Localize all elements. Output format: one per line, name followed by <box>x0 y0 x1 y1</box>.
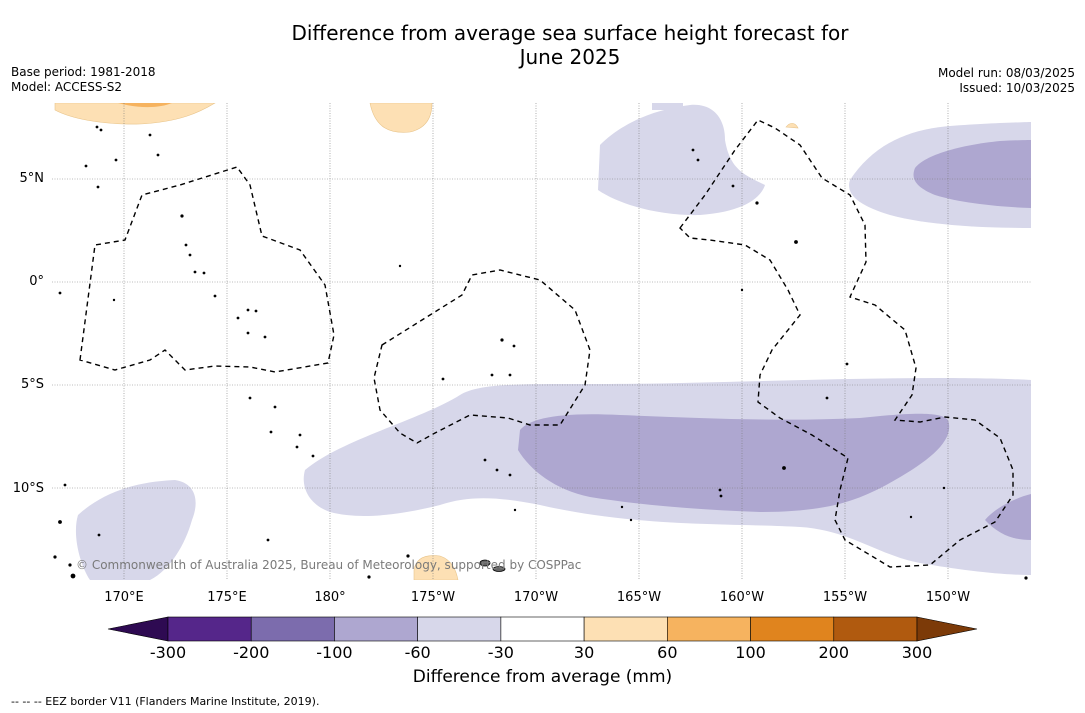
colorbar-tick-label: 60 <box>657 643 678 662</box>
colorbar-segment <box>500 616 585 642</box>
eez-borders <box>79 119 1014 568</box>
colorbar-segment <box>833 616 918 642</box>
eez-border-line-islands <box>679 119 1014 568</box>
colorbar-tick-label: -60 <box>404 643 431 662</box>
lat-label: 0° <box>29 274 44 289</box>
eez-legend: -- -- -- EEZ border V11 (Flanders Marine… <box>11 695 320 708</box>
anomaly-region-light-sw <box>75 480 196 580</box>
colorbar-tick-label: -200 <box>233 643 270 662</box>
colorbar-segment <box>750 616 835 642</box>
colorbar-segment <box>334 616 418 642</box>
colorbar-segment <box>417 616 502 642</box>
meta-left: Base period: 1981-2018 Model: ACCESS-S2 <box>11 65 156 95</box>
gridlines <box>52 103 1031 580</box>
copyright-notice: © Commonwealth of Australia 2025, Bureau… <box>76 558 582 572</box>
anomaly-region-light-top <box>652 103 683 110</box>
colorbar-segment <box>250 616 335 642</box>
base-period: Base period: 1981-2018 <box>11 65 156 79</box>
anomaly-region-positive-nw <box>54 103 216 125</box>
colorbar-segment <box>667 616 751 642</box>
issued-date: Issued: 10/03/2025 <box>959 81 1075 95</box>
lon-label: 150°W <box>925 590 971 605</box>
colorbar <box>107 616 978 642</box>
lon-label: 175°W <box>410 590 456 605</box>
anomaly-region-medium-south <box>518 413 950 512</box>
model-run: Model run: 08/03/2025 <box>937 66 1075 80</box>
anomaly-region-positive-nw-core <box>118 103 172 108</box>
title-line-1: Difference from average sea surface heig… <box>291 21 849 45</box>
anomaly-region-positive-south <box>413 555 459 580</box>
colorbar-segment <box>167 616 252 642</box>
colorbar-tick-label: -30 <box>487 643 514 662</box>
lat-label: 10°S <box>12 481 44 496</box>
anomaly-region-light-north <box>598 104 765 216</box>
title-line-2: June 2025 <box>519 45 621 69</box>
lat-label: 5°S <box>20 377 44 392</box>
anomaly-region-medium-east <box>913 140 1031 208</box>
eez-border-kiribati-gilberts <box>79 166 335 373</box>
lat-label: 5°N <box>19 171 45 186</box>
lon-label: 170°W <box>513 590 559 605</box>
lon-label: 155°W <box>822 590 868 605</box>
map-title: Difference from average sea surface heig… <box>0 21 1085 69</box>
colorbar-tick-label: 200 <box>818 643 850 662</box>
model-name: Model: ACCESS-S2 <box>11 80 123 94</box>
anomaly-region-positive-north <box>369 103 433 133</box>
lon-label: 170°E <box>104 590 144 605</box>
lon-label: 165°W <box>616 590 662 605</box>
colorbar-extend-min <box>107 616 169 642</box>
islands <box>53 125 1028 580</box>
colorbar-tick-label: 100 <box>735 643 766 662</box>
meta-right: Model run: 08/03/2025 Issued: 10/03/2025 <box>938 66 1075 96</box>
anomaly-region-positive-islet <box>785 123 799 129</box>
colorbar-extend-max <box>916 616 978 642</box>
lon-label: 160°W <box>719 590 765 605</box>
colorbar-tick-label: -100 <box>316 643 353 662</box>
lon-label: 175°E <box>207 590 247 605</box>
colorbar-tick-label: 30 <box>573 643 595 662</box>
colorbar-title: Difference from average (mm) <box>412 667 673 687</box>
colorbar-segment <box>583 616 668 642</box>
colorbar-tick-label: -300 <box>149 643 187 662</box>
colorbar-tick-label: 300 <box>901 643 933 662</box>
anomaly-region-medium-se <box>985 494 1031 540</box>
lon-label: 180° <box>314 590 346 605</box>
